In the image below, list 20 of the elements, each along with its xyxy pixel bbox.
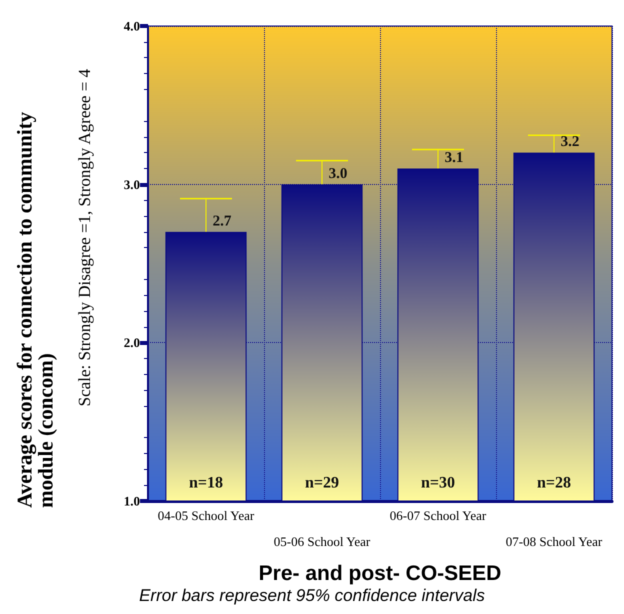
annotation: n=28 — [536, 474, 572, 492]
x-tick-label: 04-05 School Year — [158, 508, 255, 523]
text: Scale: Strongly Disagree =1, Strongly Agreee = 4 — [75, 68, 94, 406]
x-tick-label: 05-06 School Year — [274, 534, 371, 549]
x-tick-label: 07-08 School Year — [506, 534, 603, 549]
data-label: 3.1 — [444, 150, 464, 166]
y-axis-title: Average scores for connection to community module (concom) — [12, 106, 58, 508]
data-label: 2.7 — [212, 213, 232, 230]
data-label: 3.2 — [560, 134, 580, 150]
annotation: n=30 — [420, 474, 456, 492]
y-tick-label: 3.0 — [124, 176, 140, 192]
annotation: n=18 — [188, 474, 224, 492]
y-tick-label: 1.0 — [124, 494, 140, 508]
y-tick-label: 2.0 — [124, 335, 140, 350]
annotation: n=29 — [304, 474, 340, 492]
x-axis-title: Pre- and post- CO-SEED — [258, 562, 502, 585]
text: Error bars represent 95% confidence intervals — [139, 586, 486, 605]
x-tick-label: 06-07 School Year — [390, 508, 487, 523]
data-label: 3.0 — [328, 166, 348, 182]
y-tick-label: 4.0 — [124, 18, 140, 34]
